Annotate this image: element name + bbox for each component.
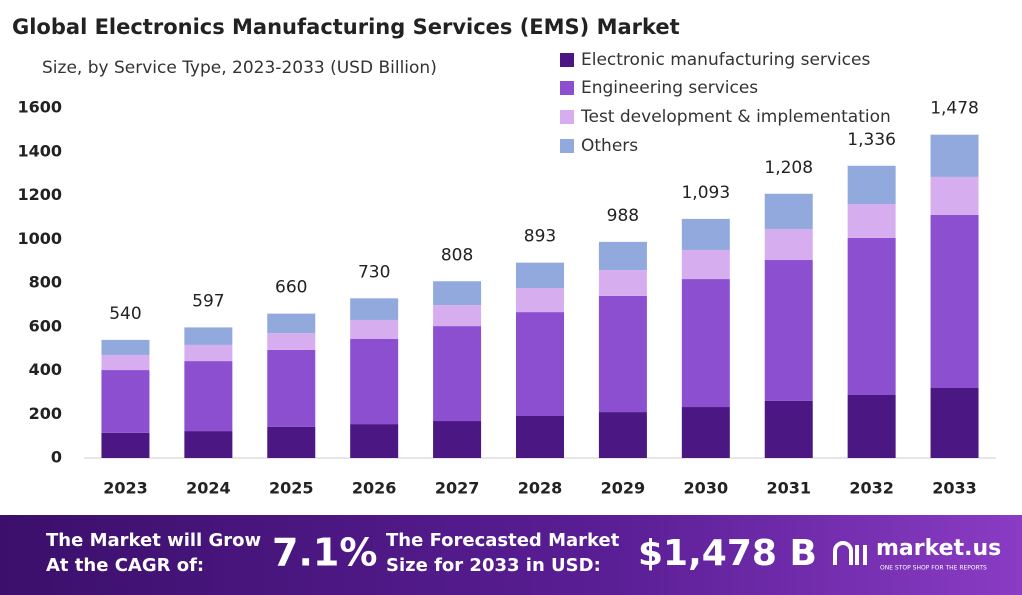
bar-segment — [598, 295, 647, 413]
bar-segment — [681, 218, 730, 250]
total-label: 808 — [441, 245, 473, 265]
x-tick-label: 2024 — [186, 479, 231, 498]
legend-swatch — [560, 53, 574, 67]
bar-segment — [516, 262, 564, 289]
y-tick-label: 1200 — [17, 185, 62, 204]
bar-segment — [516, 312, 564, 416]
bar-segment — [433, 281, 482, 306]
forecast-text: The Forecasted Market — [386, 530, 620, 551]
brand-tagline: ONE STOP SHOP FOR THE REPORTS — [880, 565, 987, 572]
bar-segment — [764, 260, 813, 401]
legend-label: Electronic manufacturing services — [581, 50, 870, 70]
legend-swatch — [560, 110, 574, 124]
legend-swatch — [560, 81, 574, 95]
bar-segment — [184, 431, 233, 458]
bar-segment — [516, 416, 564, 458]
bar-segment — [433, 421, 482, 458]
bar-segment — [764, 400, 813, 458]
x-tick-label: 2031 — [766, 479, 811, 498]
bar-segment — [847, 395, 896, 458]
bar-segment — [681, 249, 730, 280]
bar-segment — [184, 361, 233, 432]
bar-segment — [764, 193, 813, 229]
legend-label: Engineering services — [581, 78, 758, 98]
bar-segment — [847, 165, 896, 205]
bar-segment — [101, 339, 150, 355]
bar-segment — [101, 432, 150, 458]
bar-segment — [350, 298, 399, 320]
total-label: 988 — [607, 206, 639, 226]
bar-segment — [681, 279, 730, 408]
bar-segment — [184, 344, 233, 362]
total-label: 1,208 — [764, 158, 813, 178]
y-tick-label: 800 — [29, 273, 62, 292]
legend-label: Others — [581, 136, 638, 156]
bar-segment — [930, 388, 979, 458]
y-tick-label: 400 — [29, 360, 62, 379]
y-tick-label: 1600 — [17, 98, 62, 117]
bar-segment — [184, 327, 233, 345]
x-tick-label: 2028 — [518, 479, 563, 498]
bar-segment — [101, 370, 150, 433]
forecast-value: $1,478 B — [638, 533, 817, 574]
bar-segment — [598, 270, 647, 296]
total-label: 730 — [358, 262, 390, 282]
total-label: 597 — [192, 291, 224, 311]
x-tick-label: 2030 — [684, 479, 729, 498]
bar-segment — [267, 349, 316, 427]
bar-segment — [598, 412, 647, 458]
chart-title: Global Electronics Manufacturing Service… — [12, 15, 680, 39]
total-label: 1,093 — [681, 183, 730, 203]
bar-segment — [847, 237, 896, 395]
forecast-text: Size for 2033 in USD: — [386, 555, 601, 576]
bar-segment — [598, 241, 647, 271]
total-label: 893 — [524, 227, 556, 247]
x-tick-label: 2027 — [435, 479, 480, 498]
chart-subtitle: Size, by Service Type, 2023-2033 (USD Bi… — [42, 58, 437, 78]
bar-segment — [350, 319, 399, 339]
x-tick-label: 2029 — [601, 479, 646, 498]
bar-segment — [350, 424, 399, 458]
y-tick-label: 0 — [51, 448, 62, 467]
x-tick-label: 2032 — [849, 479, 894, 498]
bar-segment — [267, 426, 316, 458]
total-label: 1,336 — [847, 130, 896, 150]
y-tick-label: 1000 — [17, 229, 62, 248]
legend-label: Test development & implementation — [580, 107, 891, 127]
bar-segment — [847, 204, 896, 238]
x-tick-label: 2023 — [103, 479, 148, 498]
cagr-text: The Market will Grow — [46, 530, 261, 551]
bar-segment — [930, 134, 979, 177]
bar-segment — [433, 305, 482, 327]
bar-segment — [930, 176, 979, 215]
bar-segment — [350, 339, 399, 425]
y-tick-label: 1400 — [17, 141, 62, 160]
bar-segment — [764, 228, 813, 261]
bar-segment — [101, 354, 150, 371]
brand-logo — [833, 541, 867, 565]
cagr-text: At the CAGR of: — [46, 555, 204, 576]
cagr-value: 7.1% — [272, 531, 377, 575]
bar-segment — [516, 288, 564, 313]
bar-segment — [267, 313, 316, 334]
x-tick-label: 2033 — [932, 479, 977, 498]
legend-swatch — [560, 139, 574, 153]
total-label: 660 — [275, 278, 307, 298]
bar-segment — [930, 214, 979, 388]
y-tick-label: 600 — [29, 316, 62, 335]
bar-segment — [433, 326, 482, 422]
bar-segment — [681, 407, 730, 458]
x-tick-label: 2026 — [352, 479, 397, 498]
x-tick-label: 2025 — [269, 479, 314, 498]
total-label: 540 — [109, 304, 141, 324]
total-label: 1,478 — [930, 99, 979, 119]
bar-segment — [267, 333, 316, 350]
brand-name: market.us — [876, 536, 1001, 561]
y-tick-label: 200 — [29, 404, 62, 423]
